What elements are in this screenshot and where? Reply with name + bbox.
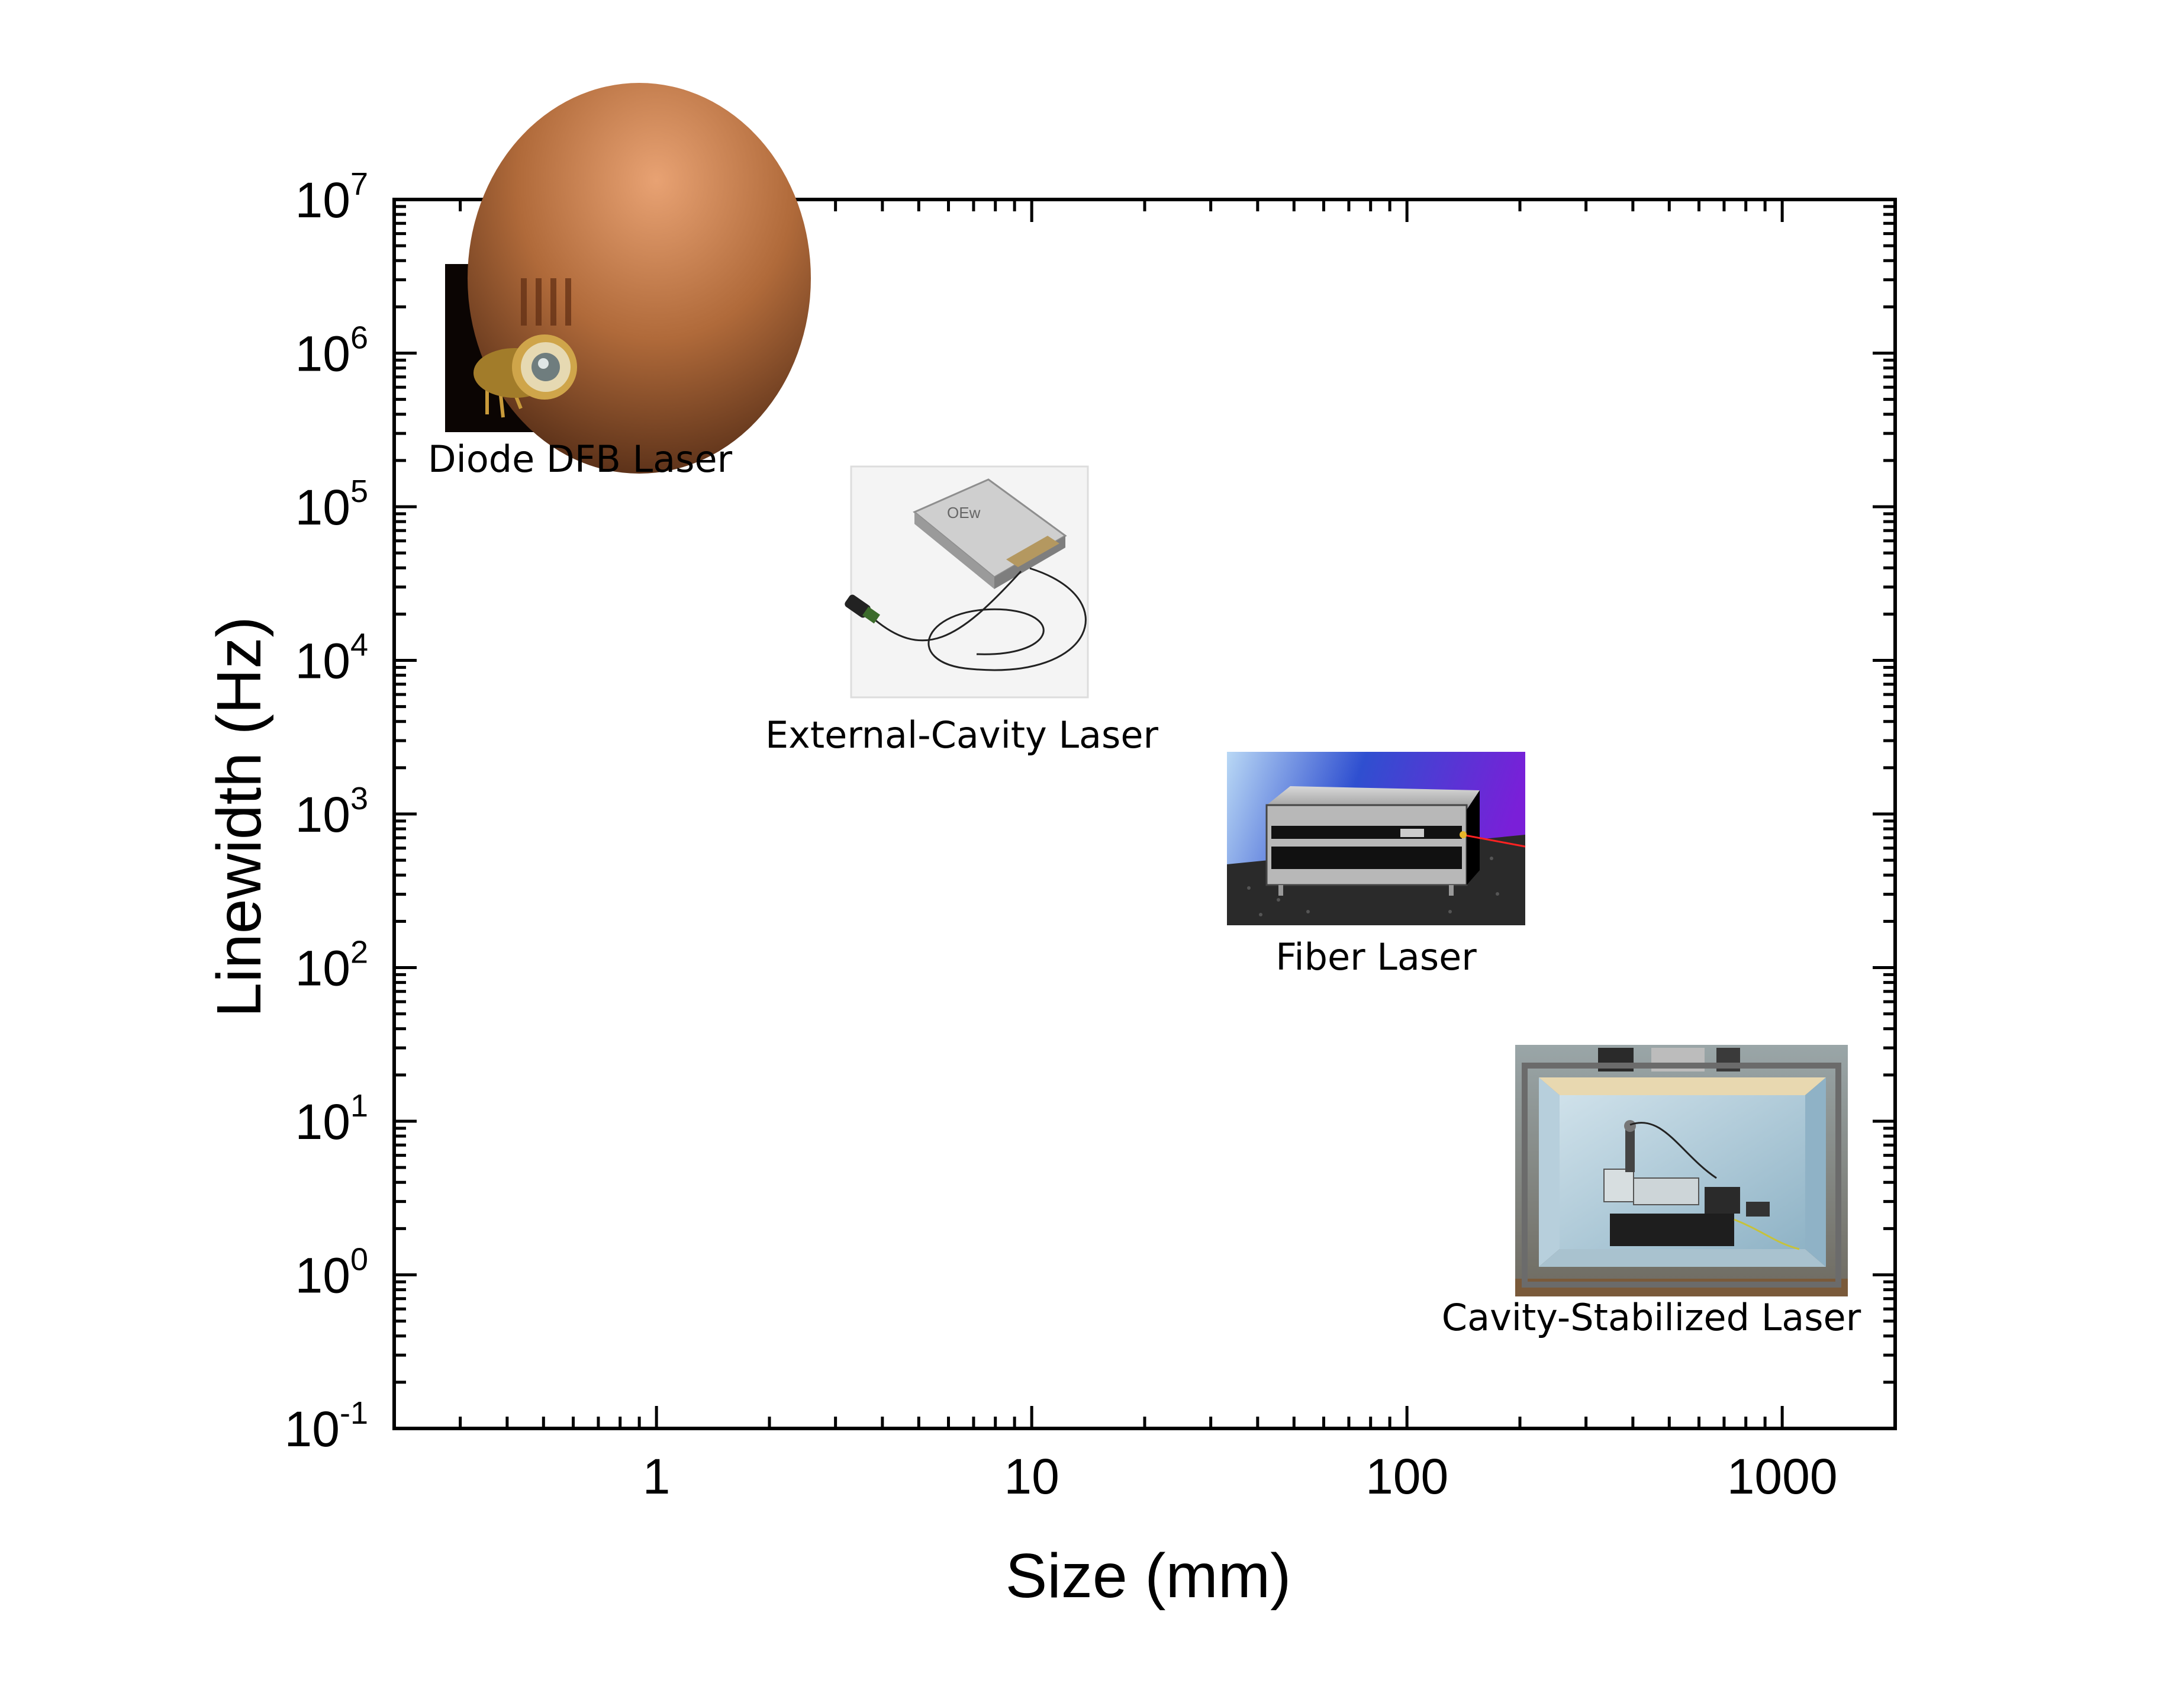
point-label: External-Cavity Laser <box>765 713 1158 757</box>
point-label: Fiber Laser <box>1275 935 1477 979</box>
tick-labels: 1 10 100 1000 10-1 100 101 102 103 104 105 106 107 <box>285 166 1838 1504</box>
external-cavity-laser-photo: OEw <box>845 465 1089 699</box>
y-tick-label: 102 <box>295 935 368 996</box>
x-tick-label: 10 <box>1004 1449 1059 1504</box>
x-tick-label: 1 <box>643 1449 671 1504</box>
axes <box>392 198 1897 1430</box>
x-tick-label: 100 <box>1365 1449 1448 1504</box>
y-tick-label: 103 <box>295 781 368 842</box>
point-label: Cavity-Stabilized Laser <box>1442 1296 1861 1339</box>
y-tick-label: 10-1 <box>285 1395 368 1457</box>
y-tick-label: 106 <box>295 320 368 382</box>
y-tick-label: 100 <box>295 1242 368 1304</box>
y-tick-label: 107 <box>295 166 368 228</box>
y-tick-label: 101 <box>295 1088 368 1150</box>
y-axis-title: Linewidth (Hz) <box>204 616 274 1017</box>
y-tick-label: 104 <box>295 628 368 689</box>
cavity-stabilized-laser-photo <box>1515 1045 1848 1296</box>
y-tick-label: 105 <box>295 474 368 535</box>
svg-text:OEw: OEw <box>947 504 981 522</box>
x-axis-title: Size (mm) <box>1006 1541 1291 1611</box>
x-tick-label: 1000 <box>1727 1449 1838 1504</box>
diode-laser-photo <box>445 83 811 474</box>
point-label: Diode DFB Laser <box>428 437 733 481</box>
fiber-laser-photo <box>1227 752 1526 925</box>
